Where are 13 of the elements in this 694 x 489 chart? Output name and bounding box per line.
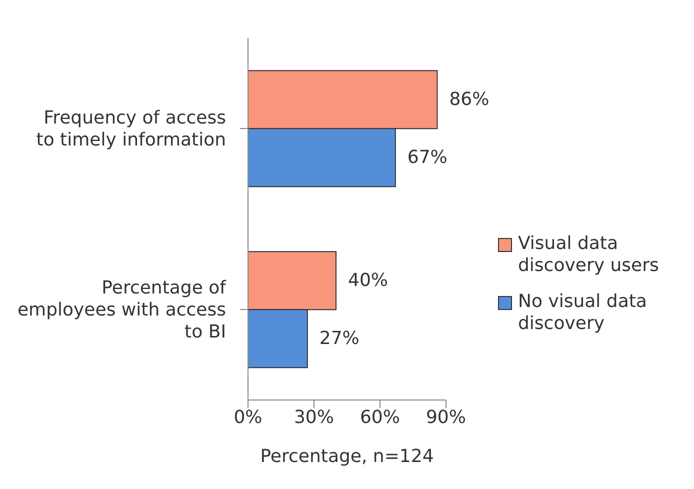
y-tick-label: Frequency of access to timely information xyxy=(36,107,226,150)
data-label: 86% xyxy=(449,89,490,110)
x-tick-label: 30% xyxy=(294,406,334,428)
data-label: 40% xyxy=(348,270,388,292)
data-label: 27% xyxy=(319,328,360,350)
legend-label: No visual data discovery xyxy=(518,291,648,335)
data-label: 67% xyxy=(407,147,448,168)
y-tick-label: Percentage of employees with access to BI xyxy=(17,277,227,342)
x-tick-label: 60% xyxy=(360,406,400,428)
x-tick-label: 0% xyxy=(234,406,262,428)
x-axis-title: Percentage, n=124 xyxy=(260,446,434,467)
legend-label: Visual data discovery users xyxy=(518,233,660,277)
x-tick-label: 90% xyxy=(426,406,466,428)
